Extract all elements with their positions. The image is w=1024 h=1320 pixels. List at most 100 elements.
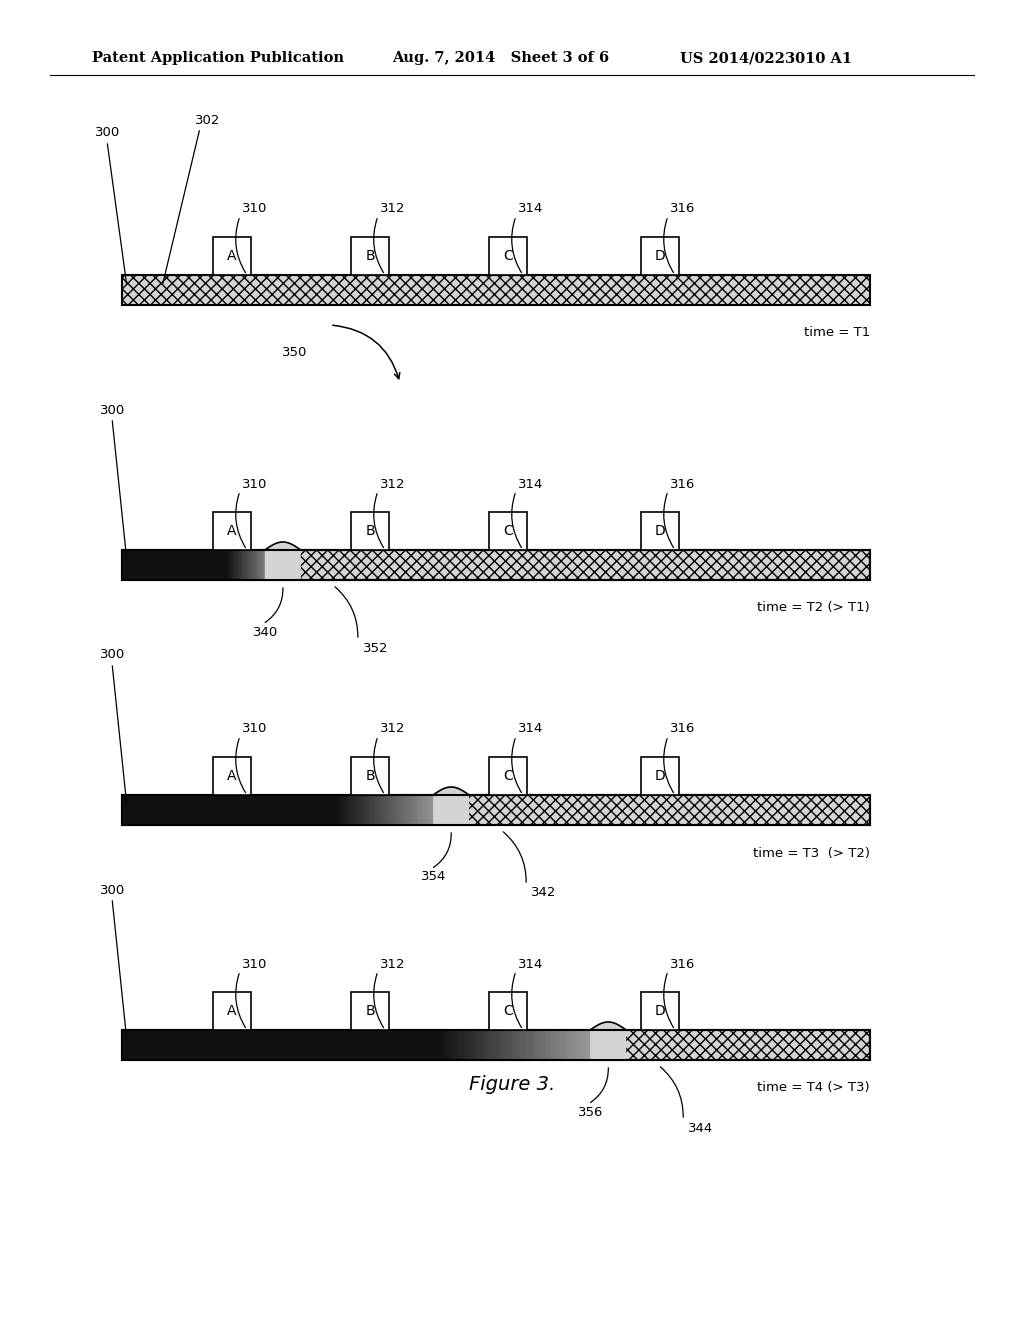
Bar <box>417 795 419 825</box>
Text: 312: 312 <box>380 202 406 215</box>
Bar <box>434 795 436 825</box>
Bar <box>230 550 231 579</box>
Bar <box>399 795 401 825</box>
Bar <box>384 795 386 825</box>
Bar <box>436 795 438 825</box>
Bar <box>583 1030 586 1060</box>
Bar <box>390 795 392 825</box>
Bar <box>371 795 373 825</box>
Text: time = T4 (> T3): time = T4 (> T3) <box>758 1081 870 1094</box>
Text: 310: 310 <box>242 478 267 491</box>
Bar <box>367 795 369 825</box>
Bar <box>375 795 377 825</box>
Bar <box>535 1030 538 1060</box>
Bar <box>268 550 269 579</box>
Bar <box>351 795 353 825</box>
Bar <box>265 550 266 579</box>
Bar <box>122 550 870 579</box>
Bar <box>229 550 230 579</box>
Bar <box>268 550 270 579</box>
Bar <box>238 550 240 579</box>
Text: 350: 350 <box>283 346 307 359</box>
Text: 300: 300 <box>95 127 120 140</box>
Text: 312: 312 <box>380 722 406 735</box>
Bar <box>455 1030 459 1060</box>
Bar <box>278 550 279 579</box>
Bar <box>528 1030 532 1060</box>
Bar <box>498 1030 501 1060</box>
Bar <box>269 550 271 579</box>
Bar <box>228 550 229 579</box>
Bar <box>393 795 396 825</box>
Bar <box>565 1030 569 1060</box>
Bar <box>568 1030 571 1060</box>
Bar <box>226 550 228 579</box>
Bar <box>232 550 233 579</box>
Bar <box>489 238 527 275</box>
Text: 344: 344 <box>688 1122 714 1134</box>
Text: D: D <box>654 1005 666 1018</box>
Bar <box>546 1030 549 1060</box>
Bar <box>347 795 350 825</box>
Bar <box>253 550 254 579</box>
Text: C: C <box>503 249 513 263</box>
Bar <box>506 1030 509 1060</box>
Text: 310: 310 <box>242 202 267 215</box>
Text: 302: 302 <box>195 114 220 127</box>
Bar <box>249 550 251 579</box>
Bar <box>397 795 399 825</box>
Bar <box>483 1030 486 1060</box>
Text: 300: 300 <box>100 404 125 417</box>
Bar <box>571 1030 574 1060</box>
Bar <box>489 512 527 550</box>
Text: 356: 356 <box>579 1106 603 1118</box>
Bar <box>378 795 381 825</box>
Bar <box>458 1030 461 1060</box>
Bar <box>641 238 679 275</box>
Text: 310: 310 <box>242 957 267 970</box>
Bar <box>276 550 278 579</box>
Bar <box>355 795 357 825</box>
Bar <box>351 238 389 275</box>
Text: D: D <box>654 524 666 539</box>
Bar <box>243 550 244 579</box>
Polygon shape <box>265 543 301 579</box>
Bar <box>600 1030 603 1060</box>
Bar <box>274 550 275 579</box>
Bar <box>597 1030 600 1060</box>
Bar <box>492 1030 496 1060</box>
Text: 312: 312 <box>380 478 406 491</box>
Bar <box>419 795 421 825</box>
Bar <box>351 756 389 795</box>
Text: 316: 316 <box>670 202 695 215</box>
Bar <box>213 512 251 550</box>
Bar <box>443 1030 447 1060</box>
Text: A: A <box>227 249 237 263</box>
Bar <box>338 795 340 825</box>
Bar <box>213 238 251 275</box>
Text: 310: 310 <box>242 722 267 735</box>
Text: time = T1: time = T1 <box>804 326 870 339</box>
Bar <box>453 1030 456 1060</box>
Bar <box>441 795 444 825</box>
Bar <box>246 550 247 579</box>
Bar <box>369 795 371 825</box>
Text: A: A <box>227 524 237 539</box>
Bar <box>388 795 390 825</box>
Bar <box>475 1030 478 1060</box>
Bar <box>376 795 379 825</box>
Text: B: B <box>366 1005 375 1018</box>
Bar <box>280 550 281 579</box>
Bar <box>413 795 415 825</box>
Bar <box>122 1030 438 1060</box>
Bar <box>240 550 241 579</box>
Bar <box>395 795 398 825</box>
Text: 312: 312 <box>380 957 406 970</box>
Bar <box>554 1030 558 1060</box>
Bar <box>254 550 255 579</box>
Bar <box>486 1030 489 1060</box>
Bar <box>540 1030 544 1060</box>
Bar <box>340 795 342 825</box>
Bar <box>594 1030 597 1060</box>
Bar <box>424 795 427 825</box>
